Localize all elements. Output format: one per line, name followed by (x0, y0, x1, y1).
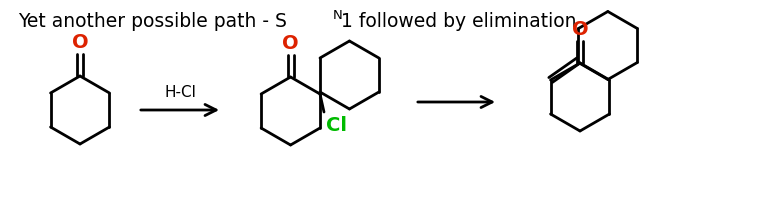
Text: O: O (72, 33, 88, 52)
Text: O: O (282, 34, 299, 53)
Text: H-Cl: H-Cl (164, 85, 196, 100)
Text: 1 followed by elimination: 1 followed by elimination (341, 12, 576, 31)
Text: O: O (572, 20, 588, 39)
Text: N: N (333, 9, 343, 22)
Text: Yet another possible path - S: Yet another possible path - S (18, 12, 287, 31)
Text: Cl: Cl (326, 116, 347, 135)
